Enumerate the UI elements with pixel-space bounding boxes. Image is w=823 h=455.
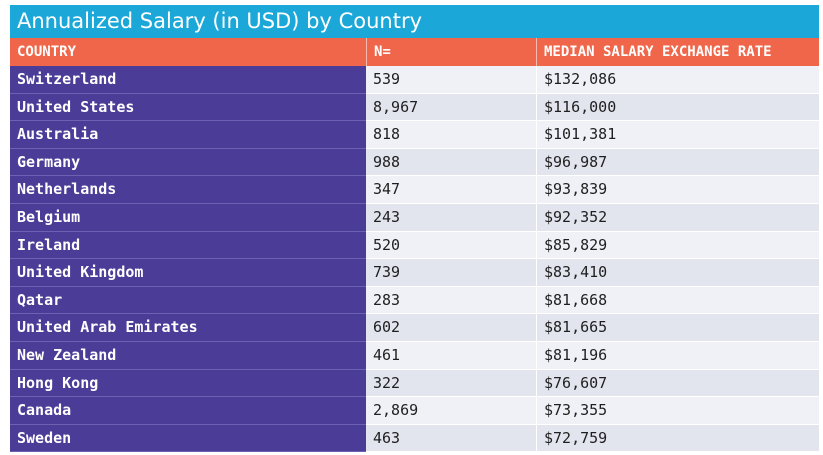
cell-n: 283 xyxy=(366,286,536,315)
table-row: Switzerland 539 $132,086 xyxy=(10,66,819,94)
cell-n: 2,869 xyxy=(366,397,536,425)
cell-n: 602 xyxy=(366,314,536,342)
cell-country: United Arab Emirates xyxy=(10,314,366,342)
table-row: Australia 818 $101,381 xyxy=(10,121,819,149)
table-row: New Zealand 461 $81,196 xyxy=(10,341,819,370)
cell-n: 461 xyxy=(366,341,536,370)
cell-n: 8,967 xyxy=(366,93,536,122)
cell-median-salary: $81,196 xyxy=(536,341,819,370)
cell-n: 818 xyxy=(366,121,536,149)
cell-median-salary: $83,410 xyxy=(536,259,819,287)
table-row: Canada 2,869 $73,355 xyxy=(10,397,819,425)
table-row: United Arab Emirates 602 $81,665 xyxy=(10,314,819,342)
cell-country: Ireland xyxy=(10,231,366,260)
cell-n: 539 xyxy=(366,66,536,94)
column-header-n: N= xyxy=(366,38,536,66)
table-row: Qatar 283 $81,668 xyxy=(10,286,819,315)
table-row: Hong Kong 322 $76,607 xyxy=(10,369,819,398)
cell-n: 322 xyxy=(366,369,536,398)
table-title: Annualized Salary (in USD) by Country xyxy=(10,5,819,38)
cell-country: Hong Kong xyxy=(10,369,366,398)
table-row: United States 8,967 $116,000 xyxy=(10,93,819,122)
salary-table: Annualized Salary (in USD) by Country CO… xyxy=(10,5,819,455)
cell-n: 243 xyxy=(366,203,536,232)
cell-median-salary: $116,000 xyxy=(536,93,819,122)
column-header-median-salary: MEDIAN SALARY EXCHANGE RATE xyxy=(536,38,819,66)
cell-n: 520 xyxy=(366,231,536,260)
table-header: COUNTRY N= MEDIAN SALARY EXCHANGE RATE xyxy=(10,38,819,66)
table-row: Sweden 463 $72,759 xyxy=(10,424,819,453)
cell-country: Qatar xyxy=(10,286,366,315)
cell-n: 347 xyxy=(366,176,536,204)
cell-median-salary: $81,665 xyxy=(536,314,819,342)
cell-median-salary: $85,829 xyxy=(536,231,819,260)
table-row: Netherlands 347 $93,839 xyxy=(10,176,819,204)
column-header-country: COUNTRY xyxy=(17,44,77,60)
cell-median-salary: $73,355 xyxy=(536,397,819,425)
cell-country: New Zealand xyxy=(10,341,366,370)
cell-country: Germany xyxy=(10,148,366,177)
cell-country: Sweden xyxy=(10,424,366,453)
cell-median-salary: $76,607 xyxy=(536,369,819,398)
cell-median-salary: $81,668 xyxy=(536,286,819,315)
cell-n: 988 xyxy=(366,148,536,177)
cell-country: Australia xyxy=(10,121,366,149)
cell-median-salary: $92,352 xyxy=(536,203,819,232)
cell-country: Switzerland xyxy=(10,66,366,94)
cell-country: Netherlands xyxy=(10,176,366,204)
cell-n: 739 xyxy=(366,259,536,287)
cell-country: Belgium xyxy=(10,203,366,232)
table-body: Switzerland 539 $132,086 United States 8,967… xyxy=(10,66,819,453)
cell-n: 463 xyxy=(366,424,536,453)
cell-median-salary: $132,086 xyxy=(536,66,819,94)
table-row: Belgium 243 $92,352 xyxy=(10,203,819,232)
cell-median-salary: $72,759 xyxy=(536,424,819,453)
cell-country: Canada xyxy=(10,397,366,425)
cell-median-salary: $101,381 xyxy=(536,121,819,149)
table-row: Ireland 520 $85,829 xyxy=(10,231,819,260)
cell-country: United Kingdom xyxy=(10,259,366,287)
cell-country: United States xyxy=(10,93,366,122)
cell-median-salary: $96,987 xyxy=(536,148,819,177)
table-row: United Kingdom 739 $83,410 xyxy=(10,259,819,287)
cell-median-salary: $93,839 xyxy=(536,176,819,204)
table-row: Germany 988 $96,987 xyxy=(10,148,819,177)
